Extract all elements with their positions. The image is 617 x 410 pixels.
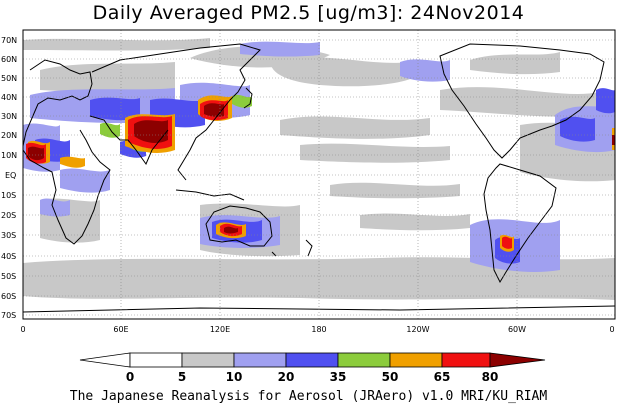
colorbar-segment (233, 352, 287, 368)
gridlines (23, 30, 615, 319)
lat-label: 30S (1, 231, 16, 240)
lon-label: 120W (406, 325, 429, 334)
lon-label: 60W (508, 325, 526, 334)
lon-label: 0 (20, 325, 25, 334)
footer-credit: The Japanese Reanalysis for Aerosol (JRA… (69, 389, 548, 404)
colorbar-tick-label: 35 (330, 370, 347, 384)
colorbar-tick-label: 10 (226, 370, 243, 384)
colorbar-tick-label: 80 (482, 370, 499, 384)
pm25-level-80-plus (28, 103, 615, 234)
map-title: Daily Averaged PM2.5 [ug/m3]: 24Nov2014 (92, 2, 525, 24)
colorbar-segment (441, 352, 491, 368)
pm25-level-5-10 (23, 38, 615, 300)
colorbar-segment (489, 352, 546, 368)
colorbar-tick-label: 50 (382, 370, 399, 384)
longitude-labels: 0 60E 120E 180 120W 60W 0 (20, 325, 614, 334)
lat-label: EQ (5, 171, 16, 180)
lat-label: 40S (1, 252, 16, 261)
map-border (22, 29, 616, 320)
lat-label: 60N (1, 55, 17, 64)
lat-label: 10S (1, 191, 16, 200)
colorbar: 0 5 10 20 35 50 65 80 (79, 352, 546, 384)
lon-label: 0 (609, 325, 614, 334)
colorbar-tick-label: 5 (178, 370, 186, 384)
lat-label: 20N (1, 131, 17, 140)
lat-label: 60S (1, 292, 16, 301)
lat-label: 30N (1, 112, 17, 121)
latitude-labels: 70N 60N 50N 40N 30N 20N 10N EQ 10S 20S 3… (1, 36, 17, 320)
lat-label: 10N (1, 151, 17, 160)
colorbar-segment (285, 352, 339, 368)
colorbar-segment (129, 352, 183, 368)
lat-label: 50S (1, 272, 16, 281)
colorbar-tick-label: 65 (434, 370, 451, 384)
lat-label: 20S (1, 211, 16, 220)
colorbar-tick-label: 0 (126, 370, 134, 384)
colorbar-segment (337, 352, 391, 368)
colorbar-tick-label: 20 (278, 370, 295, 384)
coastlines (23, 43, 615, 313)
lon-label: 120E (210, 325, 230, 334)
colorbar-segment (389, 352, 443, 368)
lon-label: 60E (113, 325, 128, 334)
colorbar-segment (79, 352, 131, 368)
colorbar-segment (181, 352, 235, 368)
lat-label: 70N (1, 36, 17, 45)
lat-label: 40N (1, 93, 17, 102)
lat-label: 50N (1, 74, 17, 83)
lon-label: 180 (311, 325, 326, 334)
lat-label: 70S (1, 311, 16, 320)
